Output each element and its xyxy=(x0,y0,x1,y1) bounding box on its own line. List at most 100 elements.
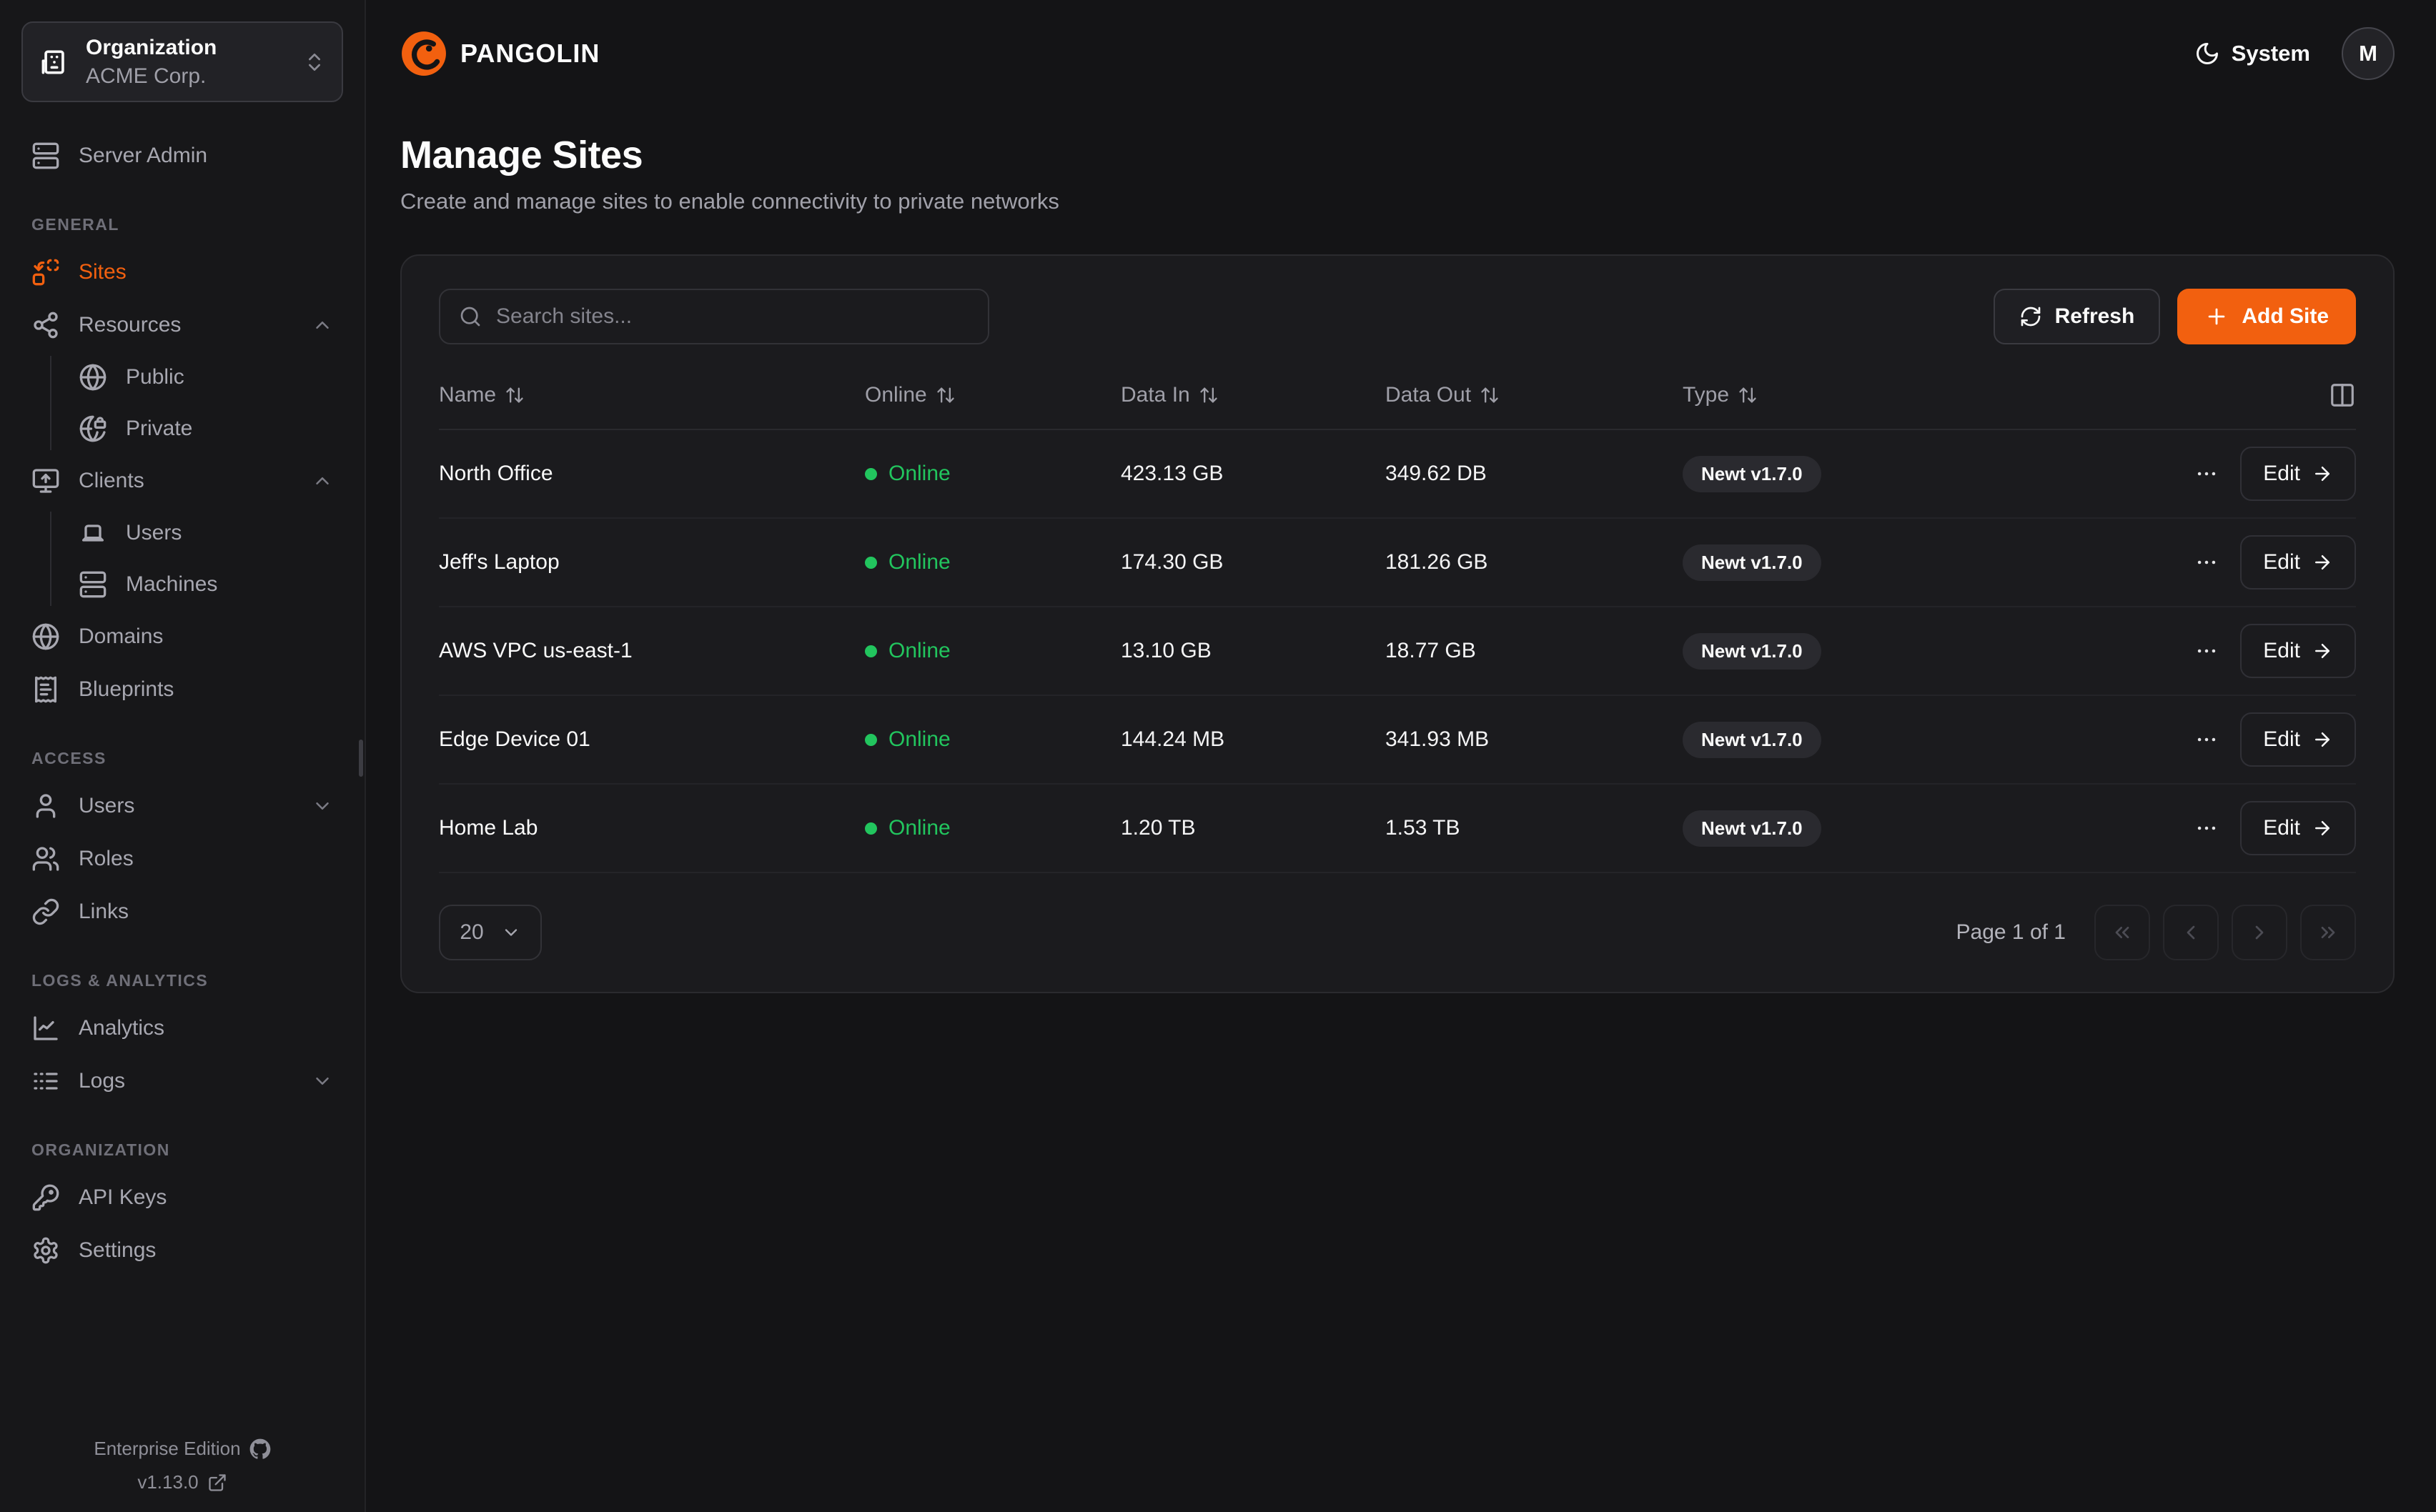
chevron-up-icon xyxy=(312,470,333,492)
edit-button[interactable]: Edit xyxy=(2240,801,2356,855)
data-in-value: 13.10 GB xyxy=(1121,639,1212,662)
column-header-type[interactable]: Type xyxy=(1683,383,2120,407)
resources-icon xyxy=(31,311,60,339)
sidebar-item-settings[interactable]: Settings xyxy=(21,1228,343,1273)
type-badge: Newt v1.7.0 xyxy=(1683,544,1821,581)
sidebar-item-domains[interactable]: Domains xyxy=(21,615,343,659)
row-menu-icon[interactable] xyxy=(2194,462,2219,486)
sidebar-item-label: Links xyxy=(79,900,129,923)
moon-icon xyxy=(2194,41,2220,66)
next-page-button[interactable] xyxy=(2232,905,2287,960)
users-icon xyxy=(31,845,60,873)
table-row: AWS VPC us-east-1 Online 13.10 GB 18.77 … xyxy=(439,607,2356,696)
edit-button[interactable]: Edit xyxy=(2240,624,2356,678)
edition-label: Enterprise Edition xyxy=(94,1438,241,1459)
column-header-data-out[interactable]: Data Out xyxy=(1385,383,1683,407)
last-page-button[interactable] xyxy=(2300,905,2356,960)
sidebar-scrollbar[interactable] xyxy=(359,740,363,777)
sidebar-item-analytics[interactable]: Analytics xyxy=(21,1006,343,1050)
sidebar-item-label: Settings xyxy=(79,1238,157,1262)
type-badge: Newt v1.7.0 xyxy=(1683,455,1821,492)
site-name: Jeff's Laptop xyxy=(439,550,560,574)
sidebar-item-logs[interactable]: Logs xyxy=(21,1059,343,1103)
monitor-up-icon xyxy=(31,467,60,495)
type-badge: Newt v1.7.0 xyxy=(1683,721,1821,758)
edit-button[interactable]: Edit xyxy=(2240,535,2356,590)
clients-subgroup: Users Machines xyxy=(50,512,343,606)
row-menu-icon[interactable] xyxy=(2194,816,2219,840)
organization-selector[interactable]: Organization ACME Corp. xyxy=(21,21,343,102)
chevron-left-icon xyxy=(2179,921,2202,944)
sidebar-item-label: Resources xyxy=(79,313,182,337)
column-header-name[interactable]: Name xyxy=(439,383,865,407)
column-header-data-in[interactable]: Data In xyxy=(1121,383,1385,407)
sidebar-item-private[interactable]: Private xyxy=(69,407,343,450)
nav-general: Sites Resources Public xyxy=(21,242,343,712)
data-in-value: 144.24 MB xyxy=(1121,727,1225,751)
sort-icon xyxy=(1480,385,1500,405)
gear-icon xyxy=(31,1236,60,1265)
sidebar-item-label: Public xyxy=(126,365,184,389)
refresh-button[interactable]: Refresh xyxy=(1993,289,2161,344)
github-icon[interactable] xyxy=(249,1438,271,1460)
edit-button[interactable]: Edit xyxy=(2240,447,2356,501)
chart-line-icon xyxy=(31,1014,60,1043)
sidebar-item-blueprints[interactable]: Blueprints xyxy=(21,667,343,712)
chevrons-right-icon xyxy=(2317,921,2340,944)
theme-toggle[interactable]: System xyxy=(2194,41,2310,66)
table-footer: 20 Page 1 of 1 xyxy=(439,905,2356,960)
sidebar-item-users[interactable]: Users xyxy=(21,784,343,828)
sidebar-item-roles[interactable]: Roles xyxy=(21,837,343,881)
sidebar-item-label: Analytics xyxy=(79,1016,165,1040)
sidebar-item-api-keys[interactable]: API Keys xyxy=(21,1175,343,1220)
section-label-access: ACCESS xyxy=(31,749,107,767)
site-name: Home Lab xyxy=(439,816,538,840)
avatar-initial: M xyxy=(2359,41,2377,66)
first-page-button[interactable] xyxy=(2094,905,2150,960)
sidebar-item-public[interactable]: Public xyxy=(69,356,343,399)
sort-icon xyxy=(505,385,525,405)
version-label: v1.13.0 xyxy=(137,1471,199,1493)
sidebar-item-sites[interactable]: Sites xyxy=(21,250,343,294)
prev-page-button[interactable] xyxy=(2163,905,2219,960)
data-in-value: 423.13 GB xyxy=(1121,462,1224,485)
status-badge: Online xyxy=(865,462,1121,486)
add-site-button[interactable]: Add Site xyxy=(2177,289,2356,344)
data-out-value: 341.93 MB xyxy=(1385,727,1490,751)
avatar[interactable]: M xyxy=(2342,27,2395,80)
search-box xyxy=(439,289,989,344)
external-link-icon[interactable] xyxy=(207,1473,227,1493)
search-input[interactable] xyxy=(496,304,969,329)
sidebar-item-machines[interactable]: Machines xyxy=(69,563,343,606)
column-header-online[interactable]: Online xyxy=(865,383,1121,407)
sidebar-item-links[interactable]: Links xyxy=(21,890,343,934)
row-menu-icon[interactable] xyxy=(2194,550,2219,575)
page-title: Manage Sites xyxy=(400,134,643,176)
search-icon xyxy=(459,305,482,328)
nav-logs-analytics: Analytics Logs xyxy=(21,998,343,1103)
table-row: Home Lab Online 1.20 TB 1.53 TB Newt v1.… xyxy=(439,785,2356,873)
org-label: Organization xyxy=(86,36,217,59)
page-info: Page 1 of 1 xyxy=(1956,920,2066,944)
chevron-right-icon xyxy=(2248,921,2271,944)
data-out-value: 181.26 GB xyxy=(1385,550,1488,574)
laptop-icon xyxy=(79,519,107,547)
edit-button[interactable]: Edit xyxy=(2240,712,2356,767)
chevron-down-icon xyxy=(501,922,521,942)
brand[interactable]: PANGOLIN xyxy=(400,30,600,77)
sidebar-item-clients[interactable]: Clients xyxy=(21,459,343,503)
page-head: Manage Sites Create and manage sites to … xyxy=(400,133,2395,214)
online-dot-icon xyxy=(865,822,877,835)
sidebar-item-resources[interactable]: Resources xyxy=(21,303,343,347)
columns-view-icon[interactable] xyxy=(2329,382,2356,409)
sidebar-item-client-users[interactable]: Users xyxy=(69,512,343,554)
topbar: PANGOLIN System M xyxy=(400,0,2395,107)
sidebar-item-server-admin[interactable]: Server Admin xyxy=(21,134,343,178)
sort-icon xyxy=(1199,385,1219,405)
sidebar-item-label: Blueprints xyxy=(79,677,174,701)
row-menu-icon[interactable] xyxy=(2194,639,2219,663)
pangolin-logo-icon xyxy=(400,30,447,77)
arrow-right-icon xyxy=(2312,640,2333,662)
page-size-select[interactable]: 20 xyxy=(439,905,542,960)
row-menu-icon[interactable] xyxy=(2194,727,2219,752)
